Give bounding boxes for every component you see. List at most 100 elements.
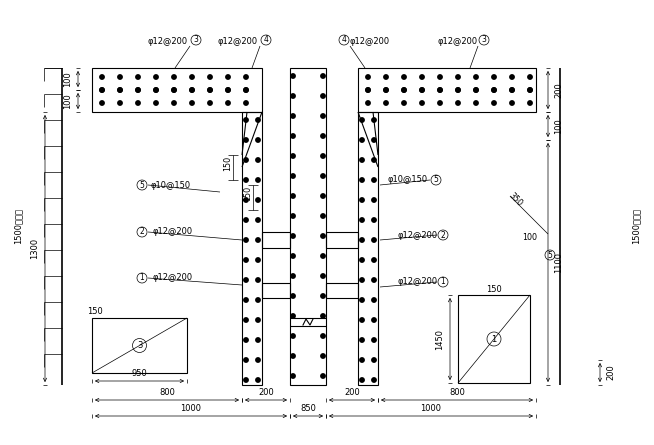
Circle shape <box>172 75 176 79</box>
Circle shape <box>510 101 514 105</box>
Bar <box>242 112 262 385</box>
Circle shape <box>321 234 325 238</box>
Circle shape <box>244 88 249 92</box>
Circle shape <box>136 88 140 92</box>
Circle shape <box>510 88 514 92</box>
Circle shape <box>244 198 249 202</box>
Circle shape <box>372 198 376 202</box>
Circle shape <box>136 88 140 92</box>
Circle shape <box>372 158 376 162</box>
Circle shape <box>372 178 376 182</box>
Text: 100: 100 <box>63 71 72 87</box>
Circle shape <box>321 154 325 158</box>
Circle shape <box>256 258 260 262</box>
Circle shape <box>291 274 295 278</box>
Circle shape <box>226 75 230 79</box>
Text: 1100: 1100 <box>554 252 563 273</box>
Text: 800: 800 <box>159 388 175 397</box>
Text: φ10@150: φ10@150 <box>151 181 191 190</box>
Text: 1300: 1300 <box>30 238 39 259</box>
Circle shape <box>256 338 260 342</box>
Circle shape <box>321 354 325 358</box>
Circle shape <box>244 218 249 222</box>
Circle shape <box>291 374 295 378</box>
Text: 950: 950 <box>131 369 147 378</box>
Circle shape <box>291 134 295 138</box>
Circle shape <box>402 88 406 92</box>
Text: 200: 200 <box>258 388 274 397</box>
Circle shape <box>420 88 424 92</box>
Circle shape <box>473 101 478 105</box>
Bar <box>358 68 536 112</box>
Text: 1000: 1000 <box>181 404 201 413</box>
Circle shape <box>291 294 295 298</box>
Circle shape <box>256 298 260 302</box>
Circle shape <box>226 88 230 92</box>
Text: 200: 200 <box>344 388 360 397</box>
Text: 1: 1 <box>441 278 445 287</box>
Circle shape <box>360 118 364 122</box>
Bar <box>326 232 358 248</box>
Circle shape <box>190 88 194 92</box>
Circle shape <box>372 258 376 262</box>
Text: 1000: 1000 <box>421 404 441 413</box>
Text: 2: 2 <box>139 227 145 236</box>
Circle shape <box>384 88 388 92</box>
Circle shape <box>190 75 194 79</box>
Bar <box>92 68 262 112</box>
Circle shape <box>321 374 325 378</box>
Circle shape <box>244 258 249 262</box>
Circle shape <box>136 75 140 79</box>
Circle shape <box>291 94 295 98</box>
Circle shape <box>528 88 532 92</box>
Text: φ12@200: φ12@200 <box>350 37 390 46</box>
Bar <box>262 283 290 298</box>
Circle shape <box>118 101 122 105</box>
Circle shape <box>172 88 176 92</box>
Circle shape <box>492 88 496 92</box>
Circle shape <box>360 278 364 282</box>
Circle shape <box>321 254 325 258</box>
Text: φ12@200: φ12@200 <box>218 37 258 46</box>
Circle shape <box>256 198 260 202</box>
Circle shape <box>456 88 460 92</box>
Circle shape <box>244 278 249 282</box>
Circle shape <box>291 114 295 118</box>
Circle shape <box>360 358 364 362</box>
Circle shape <box>118 88 122 92</box>
Circle shape <box>244 318 249 322</box>
Circle shape <box>244 118 249 122</box>
Circle shape <box>244 101 249 105</box>
Circle shape <box>226 88 230 92</box>
Circle shape <box>321 174 325 178</box>
Circle shape <box>256 218 260 222</box>
Circle shape <box>473 88 478 92</box>
Text: 150: 150 <box>87 307 103 316</box>
Bar <box>358 112 378 385</box>
Circle shape <box>456 101 460 105</box>
Circle shape <box>291 254 295 258</box>
Circle shape <box>366 75 370 79</box>
Circle shape <box>372 378 376 382</box>
Circle shape <box>360 298 364 302</box>
Circle shape <box>100 101 104 105</box>
Circle shape <box>256 278 260 282</box>
Circle shape <box>402 101 406 105</box>
Circle shape <box>321 214 325 218</box>
Circle shape <box>360 158 364 162</box>
Circle shape <box>321 74 325 78</box>
Circle shape <box>100 88 104 92</box>
Circle shape <box>360 258 364 262</box>
Circle shape <box>100 75 104 79</box>
Circle shape <box>360 218 364 222</box>
Circle shape <box>321 314 325 318</box>
Circle shape <box>510 88 514 92</box>
Circle shape <box>244 358 249 362</box>
Circle shape <box>372 238 376 242</box>
Circle shape <box>360 318 364 322</box>
Circle shape <box>456 75 460 79</box>
Text: 150: 150 <box>486 284 502 294</box>
Circle shape <box>372 218 376 222</box>
Text: φ12@200: φ12@200 <box>153 227 193 236</box>
Circle shape <box>372 278 376 282</box>
